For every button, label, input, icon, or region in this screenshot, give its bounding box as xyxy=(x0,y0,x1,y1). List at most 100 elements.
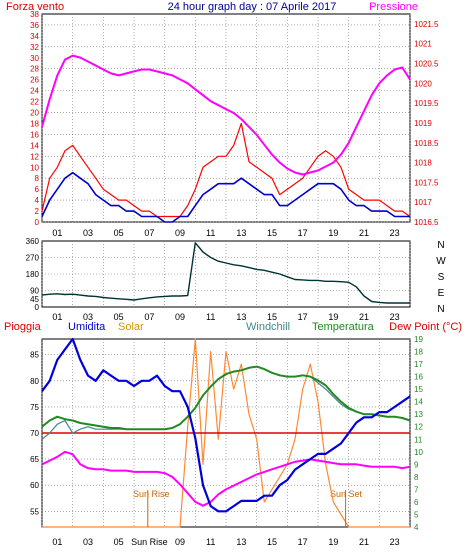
wind-y-tick-label: 26 xyxy=(30,76,39,85)
pressure-y-tick-label: 1016.5 xyxy=(414,218,439,227)
direction-x-tick-label: 05 xyxy=(114,312,124,322)
wind-x-tick-label: 21 xyxy=(359,228,369,238)
wind-x-tick-label: 17 xyxy=(298,228,308,238)
temperature-y-tick-label: 19 xyxy=(414,335,423,344)
climate-x-tick-label: 17 xyxy=(298,537,308,547)
compass-direction-label: N xyxy=(437,304,444,315)
direction-y-tick-label: 270 xyxy=(26,254,40,263)
climate-x-tick-label: Sun Rise xyxy=(131,537,168,547)
wind-y-tick-label: 6 xyxy=(35,185,40,194)
temperature-y-tick-label: 11 xyxy=(414,435,423,444)
temperature-y-tick-label: 8 xyxy=(414,473,419,482)
climate-x-tick-label: 03 xyxy=(83,537,93,547)
direction-x-tick-label: 19 xyxy=(328,312,338,322)
compass-direction-label: N xyxy=(437,240,444,251)
pressure-y-tick-label: 1019 xyxy=(414,119,432,128)
climate-x-tick-label: 09 xyxy=(175,537,185,547)
climate-x-tick-label: 05 xyxy=(114,537,124,547)
humidity-y-tick-label: 75 xyxy=(30,403,39,412)
sun-set-annotation: Sun Set xyxy=(330,489,363,499)
pressure-y-tick-label: 1021.5 xyxy=(414,20,439,29)
wind-y-tick-label: 36 xyxy=(30,21,39,30)
pressure-y-tick-label: 1017 xyxy=(414,198,432,207)
direction-y-tick-label: 360 xyxy=(26,237,40,246)
direction-x-tick-label: 13 xyxy=(236,312,246,322)
wind-x-tick-label: 01 xyxy=(52,228,62,238)
wind-x-tick-label: 11 xyxy=(206,228,215,238)
wind-y-tick-label: 28 xyxy=(30,65,39,74)
temperature-y-tick-label: 4 xyxy=(414,523,419,532)
wind-x-tick-label: 15 xyxy=(267,228,277,238)
direction-x-tick-label: 21 xyxy=(359,312,369,322)
humidity-y-tick-label: 55 xyxy=(30,507,39,516)
compass-direction-label: E xyxy=(438,288,445,299)
pressure-y-tick-label: 1018.5 xyxy=(414,139,439,148)
climate-x-tick-label: 01 xyxy=(52,537,62,547)
wind-y-tick-label: 10 xyxy=(30,163,39,172)
direction-x-tick-label: 23 xyxy=(390,312,400,322)
pressure-y-tick-label: 1018 xyxy=(414,159,432,168)
climate-x-tick-label: 11 xyxy=(206,537,215,547)
direction-y-tick-label: 45 xyxy=(30,295,39,304)
temperature-y-tick-label: 15 xyxy=(414,385,423,394)
legend-umidita: Umidita xyxy=(68,321,106,333)
direction-y-tick-label: 90 xyxy=(30,287,39,296)
direction-x-tick-label: 01 xyxy=(52,312,62,322)
pressure-y-tick-label: 1019.5 xyxy=(414,99,439,108)
humidity-y-tick-label: 80 xyxy=(30,377,39,386)
climate-x-tick-label: 19 xyxy=(328,537,338,547)
temperature-y-tick-label: 10 xyxy=(414,448,423,457)
wind-y-tick-label: 0 xyxy=(35,218,40,227)
legend-solar: Solar xyxy=(118,321,144,333)
sun-rise-annotation: Sun Rise xyxy=(133,489,170,499)
header-pressure-label: Pressione xyxy=(369,1,418,13)
legend-temperatura: Temperatura xyxy=(312,321,375,333)
temperature-y-tick-label: 18 xyxy=(414,348,423,357)
direction-x-tick-label: 07 xyxy=(144,312,154,322)
legend-pioggia: Pioggia xyxy=(4,321,42,333)
legend-windchill: Windchill xyxy=(246,321,290,333)
pressure-y-tick-label: 1017.5 xyxy=(414,178,439,187)
humidity-y-tick-label: 65 xyxy=(30,455,39,464)
compass-direction-label: W xyxy=(436,256,446,267)
direction-y-tick-label: 0 xyxy=(35,303,40,312)
wind-x-tick-label: 19 xyxy=(328,228,338,238)
temperature-y-tick-label: 17 xyxy=(414,360,423,369)
temperature-y-tick-label: 16 xyxy=(414,373,423,382)
legend-dewpoint: Dew Point (°C) xyxy=(389,321,462,333)
humidity-y-tick-label: 60 xyxy=(30,481,39,490)
wind-y-tick-label: 2 xyxy=(35,207,40,216)
wind-x-tick-label: 23 xyxy=(390,228,400,238)
pressure-y-tick-label: 1020 xyxy=(414,79,432,88)
temperature-y-tick-label: 14 xyxy=(414,398,423,407)
temperature-y-tick-label: 12 xyxy=(414,423,423,432)
wind-x-tick-label: 07 xyxy=(144,228,154,238)
direction-x-tick-label: 11 xyxy=(206,312,215,322)
wind-y-tick-label: 4 xyxy=(35,196,40,205)
direction-x-tick-label: 15 xyxy=(267,312,277,322)
compass-direction-label: S xyxy=(438,272,445,283)
temperature-y-tick-label: 7 xyxy=(414,485,419,494)
chart-title: 24 hour graph day : 07 Aprile 2017 xyxy=(168,1,337,13)
direction-y-tick-label: 180 xyxy=(26,270,40,279)
climate-x-tick-label: 23 xyxy=(390,537,400,547)
wind-y-tick-label: 32 xyxy=(30,43,39,52)
wind-y-tick-label: 38 xyxy=(30,10,39,19)
climate-x-tick-label: 15 xyxy=(267,537,277,547)
wind-y-tick-label: 20 xyxy=(30,109,39,118)
wind-y-tick-label: 22 xyxy=(30,98,39,107)
direction-x-tick-label: 17 xyxy=(298,312,308,322)
pressure-y-tick-label: 1020.5 xyxy=(414,60,439,69)
wind-y-tick-label: 34 xyxy=(30,32,39,41)
humidity-y-tick-label: 85 xyxy=(30,351,39,360)
wind-y-tick-label: 24 xyxy=(30,87,39,96)
wind-y-tick-label: 16 xyxy=(30,130,39,139)
temperature-y-tick-label: 9 xyxy=(414,460,419,469)
wind-y-tick-label: 30 xyxy=(30,54,39,63)
wind-y-tick-label: 8 xyxy=(35,174,40,183)
wind-x-tick-label: 09 xyxy=(175,228,185,238)
temperature-y-tick-label: 5 xyxy=(414,510,419,519)
